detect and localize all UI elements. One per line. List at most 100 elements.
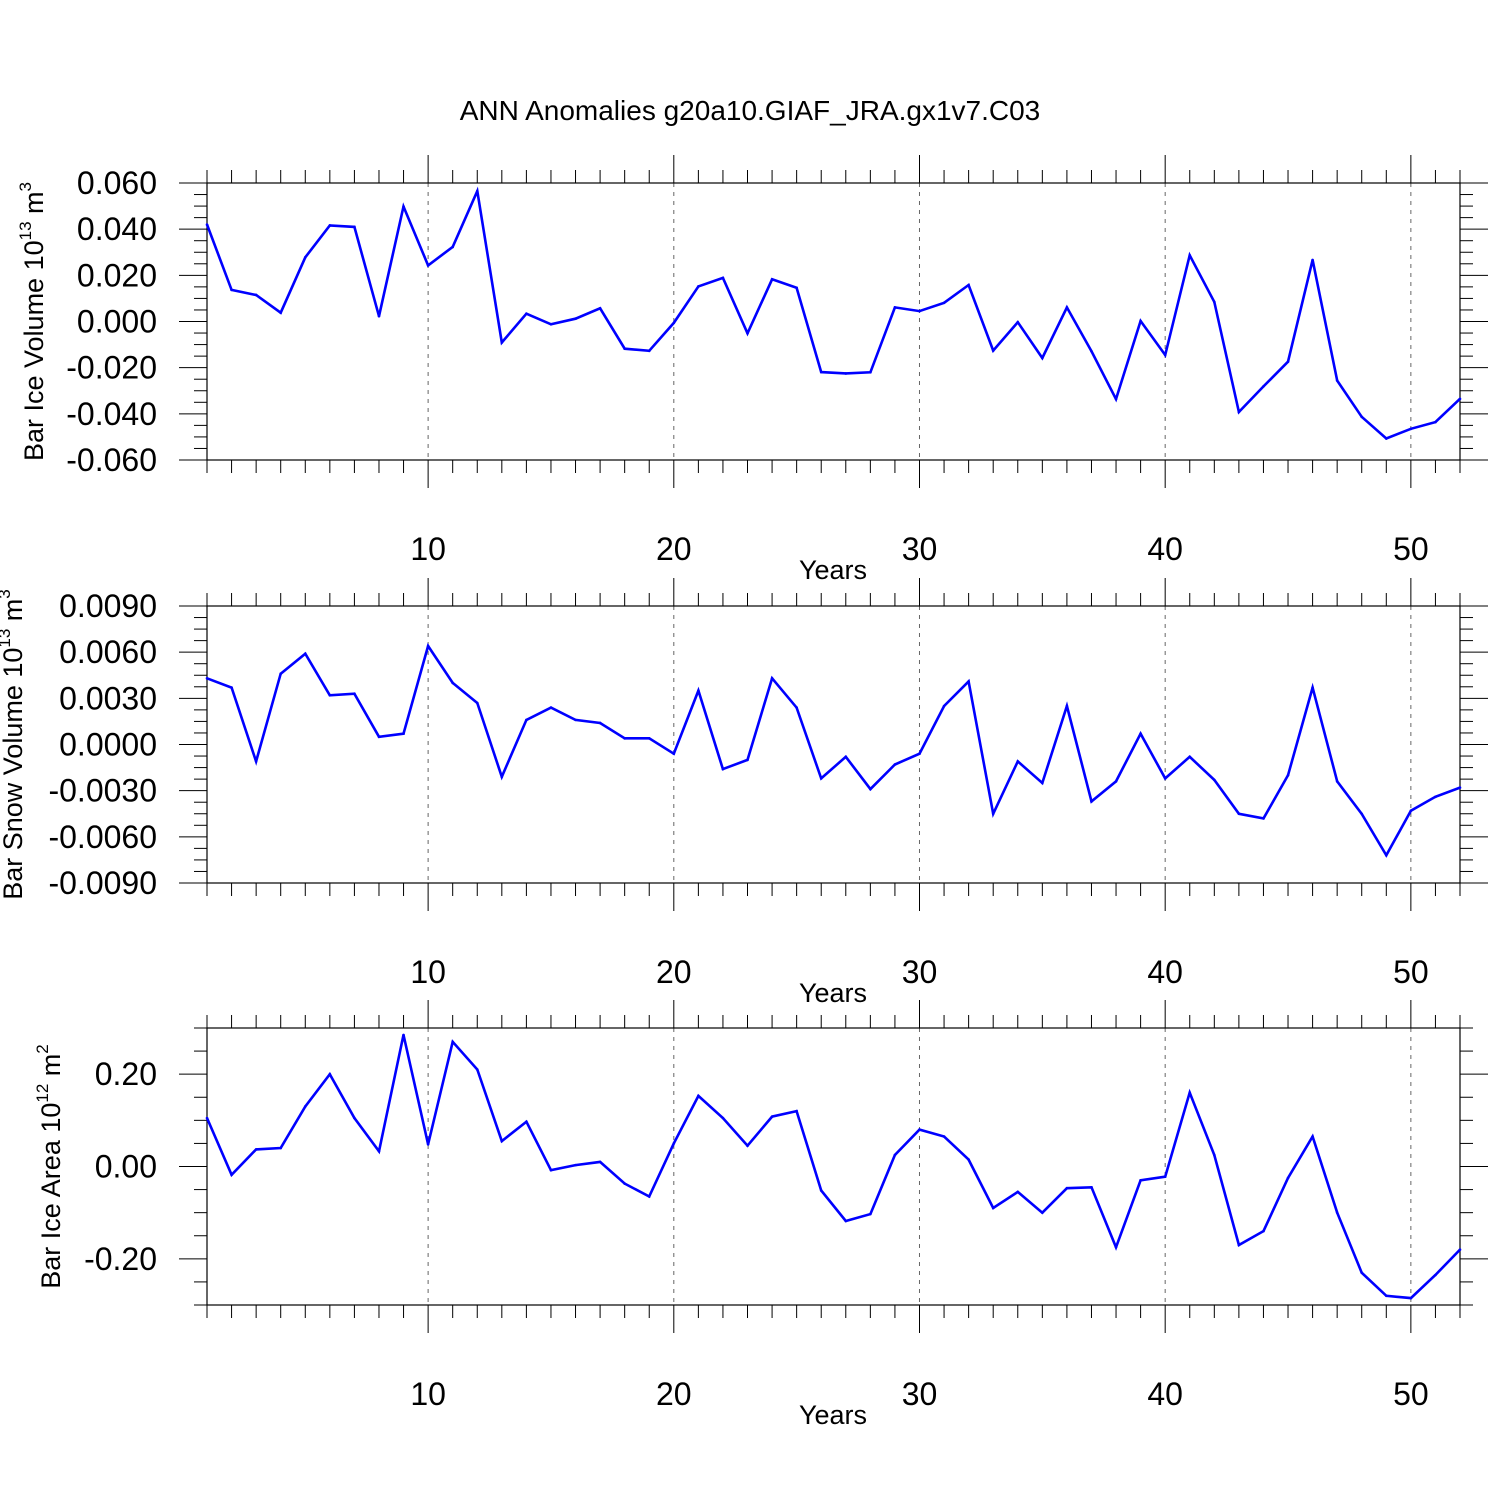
- panel-3: 10 20 30 40 50 -0.20 0.00 0.20 Years Bar Ice Area…: [33, 1000, 1488, 1430]
- data-point-23: [746, 331, 749, 335]
- data-point-28: [869, 1212, 872, 1216]
- data-point-51: [1434, 1273, 1437, 1277]
- y-axis-label-unit: m: [0, 599, 28, 629]
- panel-2: 10 20 30 40 50 -0.0090 -0.0060 -0.0030 0.0000 0.0…: [0, 578, 1488, 1008]
- data-point-48: [1360, 812, 1364, 816]
- data-point-29: [893, 763, 897, 766]
- data-point-5: [303, 1105, 307, 1108]
- x-tick-label-40: 40: [1147, 1376, 1183, 1412]
- x-tick-label-10: 10: [410, 1376, 446, 1412]
- data-point-28: [869, 787, 872, 791]
- y-axis-label: Bar Snow Volume 1013 m3: [0, 589, 28, 900]
- data-point-32: [967, 283, 970, 287]
- data-point-46: [1311, 686, 1314, 689]
- data-point-30: [918, 309, 921, 313]
- data-point-52: [1458, 397, 1462, 401]
- data-point-3: [254, 760, 258, 763]
- data-point-37: [1090, 349, 1093, 353]
- y-tick-label: 0.020: [77, 257, 157, 293]
- data-point-15: [549, 1168, 553, 1172]
- data-point-23: [746, 758, 749, 762]
- y-tick-label: -0.060: [66, 442, 157, 478]
- data-point-1: [205, 1116, 209, 1120]
- page-title: ANN Anomalies g20a10.GIAF_JRA.gx1v7.C03: [460, 95, 1041, 126]
- data-point-31: [942, 704, 946, 708]
- data-point-9: [402, 732, 405, 736]
- x-tick-label-40: 40: [1147, 531, 1183, 567]
- y-tick-label: -0.040: [66, 396, 157, 432]
- data-point-43: [1237, 812, 1241, 816]
- plot-frame: [206, 182, 1461, 461]
- y-axis-label: Bar Ice Area 1012 m2: [33, 1044, 66, 1289]
- data-point-49: [1384, 437, 1388, 440]
- data-point-5: [303, 256, 307, 259]
- data-point-14: [525, 718, 528, 722]
- data-point-20: [672, 321, 676, 325]
- data-point-24: [770, 277, 774, 281]
- data-point-40: [1163, 777, 1167, 780]
- data-point-10: [426, 644, 430, 648]
- x-tick-label-50: 50: [1393, 531, 1429, 567]
- data-point-34: [1016, 320, 1020, 324]
- data-point-20: [672, 1142, 676, 1145]
- data-point-13: [500, 775, 504, 779]
- data-point-29: [893, 306, 897, 309]
- data-point-36: [1065, 704, 1069, 708]
- data-point-6: [328, 1072, 332, 1076]
- data-point-48: [1360, 1271, 1364, 1274]
- x-tick-label-40: 40: [1147, 954, 1183, 990]
- data-point-44: [1262, 1229, 1265, 1233]
- y-tick-label: 0.040: [77, 211, 157, 247]
- data-point-26: [819, 777, 823, 780]
- data-point-11: [451, 681, 454, 685]
- data-point-44: [1262, 817, 1265, 820]
- data-point-10: [426, 1143, 430, 1146]
- data-point-24: [770, 677, 774, 680]
- y-axis-label-text: Bar Snow Volume 10: [0, 648, 28, 900]
- data-point-11: [451, 245, 454, 249]
- data-point-40: [1163, 353, 1167, 357]
- data-point-33: [991, 1206, 995, 1210]
- x-tick-label-10: 10: [410, 531, 446, 567]
- data-point-1: [205, 677, 209, 680]
- data-point-2: [230, 686, 233, 689]
- data-point-52: [1458, 786, 1462, 789]
- data-point-8: [377, 1149, 381, 1153]
- data-point-33: [991, 349, 995, 352]
- data-point-12: [475, 189, 479, 193]
- data-point-15: [549, 706, 553, 709]
- data-point-9: [402, 1033, 405, 1037]
- series-line: [205, 1034, 1461, 1300]
- data-point-38: [1114, 397, 1118, 401]
- data-point-19: [647, 1195, 651, 1198]
- data-point-29: [893, 1153, 897, 1157]
- data-point-31: [942, 301, 946, 305]
- data-point-34: [1016, 760, 1020, 763]
- y-tick-label: -0.020: [66, 350, 157, 386]
- data-point-7: [353, 692, 356, 696]
- data-point-16: [574, 317, 577, 321]
- data-point-3: [254, 293, 258, 297]
- data-point-35: [1041, 356, 1044, 360]
- data-point-42: [1213, 778, 1216, 782]
- data-point-4: [279, 672, 283, 676]
- data-point-40: [1163, 1175, 1167, 1178]
- data-point-45: [1286, 1176, 1290, 1180]
- data-point-37: [1090, 800, 1093, 803]
- data-point-52: [1458, 1248, 1462, 1251]
- x-axis-label: Years: [799, 1400, 867, 1430]
- data-point-4: [279, 1146, 283, 1150]
- y-axis-label-unit-exponent: 3: [0, 589, 14, 598]
- data-point-22: [721, 1116, 725, 1120]
- y-tick-label: 0.0060: [59, 634, 157, 670]
- data-point-51: [1434, 420, 1437, 424]
- data-point-26: [819, 370, 823, 374]
- x-tick-label-30: 30: [902, 1376, 938, 1412]
- data-point-34: [1016, 1190, 1020, 1194]
- data-point-13: [500, 1139, 504, 1143]
- data-point-17: [598, 1160, 602, 1164]
- y-axis-label-exponent: 13: [16, 221, 35, 240]
- data-point-7: [353, 225, 356, 229]
- data-point-48: [1360, 415, 1364, 419]
